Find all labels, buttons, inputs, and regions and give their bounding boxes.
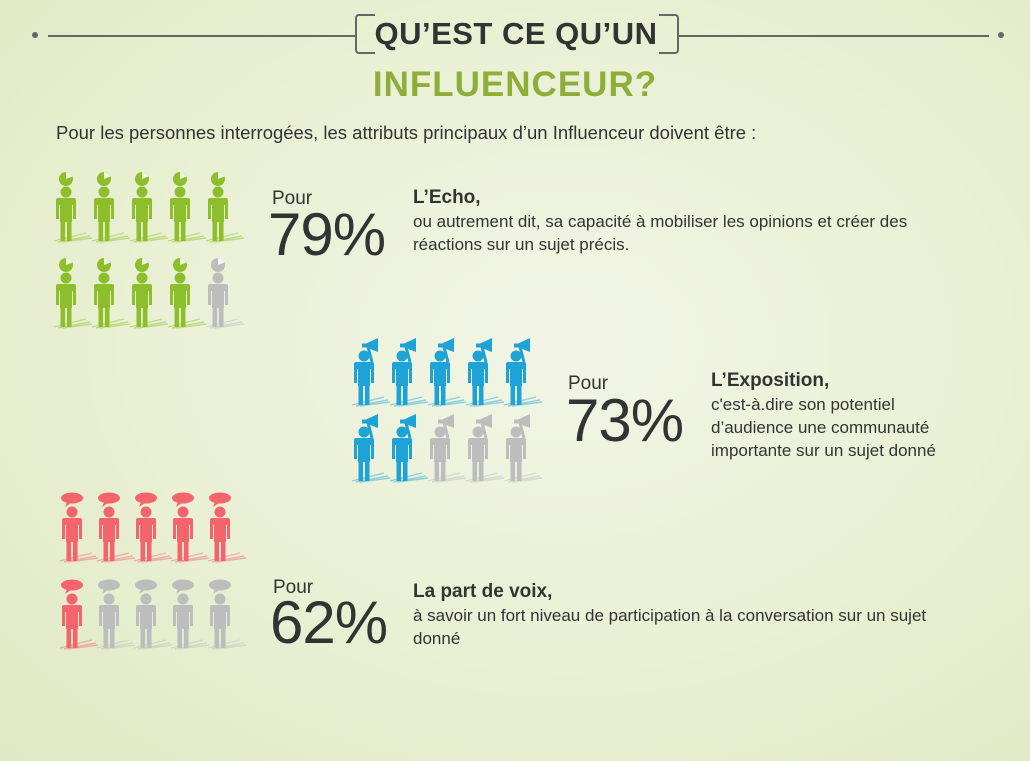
header-left-rule — [48, 35, 355, 37]
person-figure — [207, 492, 247, 563]
echo-description: L’Echo, ou autrement dit, sa capacité à … — [413, 186, 968, 256]
person-figure — [389, 338, 429, 407]
title-bracket-right — [659, 14, 679, 54]
page-title-line2: INFLUENCEUR? — [372, 65, 658, 104]
person-figure — [167, 172, 207, 243]
person-figure — [53, 172, 93, 243]
person-figure — [170, 492, 210, 563]
person-figure — [91, 258, 131, 329]
intro-text: Pour les personnes interrogées, les attr… — [56, 122, 757, 143]
voix-title: La part de voix, — [413, 581, 553, 602]
person-figure — [389, 414, 429, 483]
person-figure — [96, 492, 136, 563]
person-figure — [91, 172, 131, 243]
voix-description: La part de voix, à savoir un fort niveau… — [413, 580, 933, 650]
person-figure — [205, 172, 245, 243]
person-figure — [129, 258, 169, 329]
person-figure — [205, 258, 245, 329]
header-right-dot — [998, 32, 1004, 38]
person-figure — [59, 492, 99, 563]
echo-figures — [52, 172, 262, 347]
person-figure — [133, 492, 173, 563]
voix-figures — [58, 492, 268, 667]
person-figure — [465, 338, 505, 407]
person-figure — [129, 172, 169, 243]
title-bracket-left — [355, 14, 375, 54]
header-left-dot — [32, 32, 38, 38]
person-figure — [351, 414, 391, 483]
exposition-description: L’Exposition, c'est-à.dire son potentiel… — [711, 369, 981, 462]
echo-percent: 79% — [268, 201, 386, 268]
person-figure — [503, 338, 543, 407]
person-figure — [170, 579, 210, 650]
page-title-line1: QU’EST CE QU’UN — [374, 16, 658, 51]
voix-text: à savoir un fort niveau de participation… — [413, 606, 927, 648]
person-figure — [427, 414, 467, 483]
exposition-text: c'est-à.dire son potentiel d’audience un… — [711, 395, 936, 460]
person-figure — [427, 338, 467, 407]
voix-percent: 62% — [270, 589, 388, 656]
echo-text: ou autrement dit, sa capacité à mobilise… — [413, 212, 908, 254]
person-figure — [133, 579, 173, 650]
echo-title: L’Echo, — [413, 187, 481, 208]
person-figure — [96, 579, 136, 650]
exposition-title: L’Exposition, — [711, 370, 830, 391]
person-figure — [351, 338, 391, 407]
person-figure — [465, 414, 505, 483]
voix-pour-label: Pour — [273, 577, 314, 598]
person-figure — [53, 258, 93, 329]
header-right-rule — [679, 35, 989, 37]
person-figure — [503, 414, 543, 483]
person-figure — [167, 258, 207, 329]
exposition-pour-label: Pour — [568, 373, 609, 394]
echo-pour-label: Pour — [272, 188, 313, 209]
exposition-percent: 73% — [566, 387, 684, 454]
person-figure — [59, 579, 99, 650]
exposition-figures — [350, 336, 580, 496]
person-figure — [207, 579, 247, 650]
